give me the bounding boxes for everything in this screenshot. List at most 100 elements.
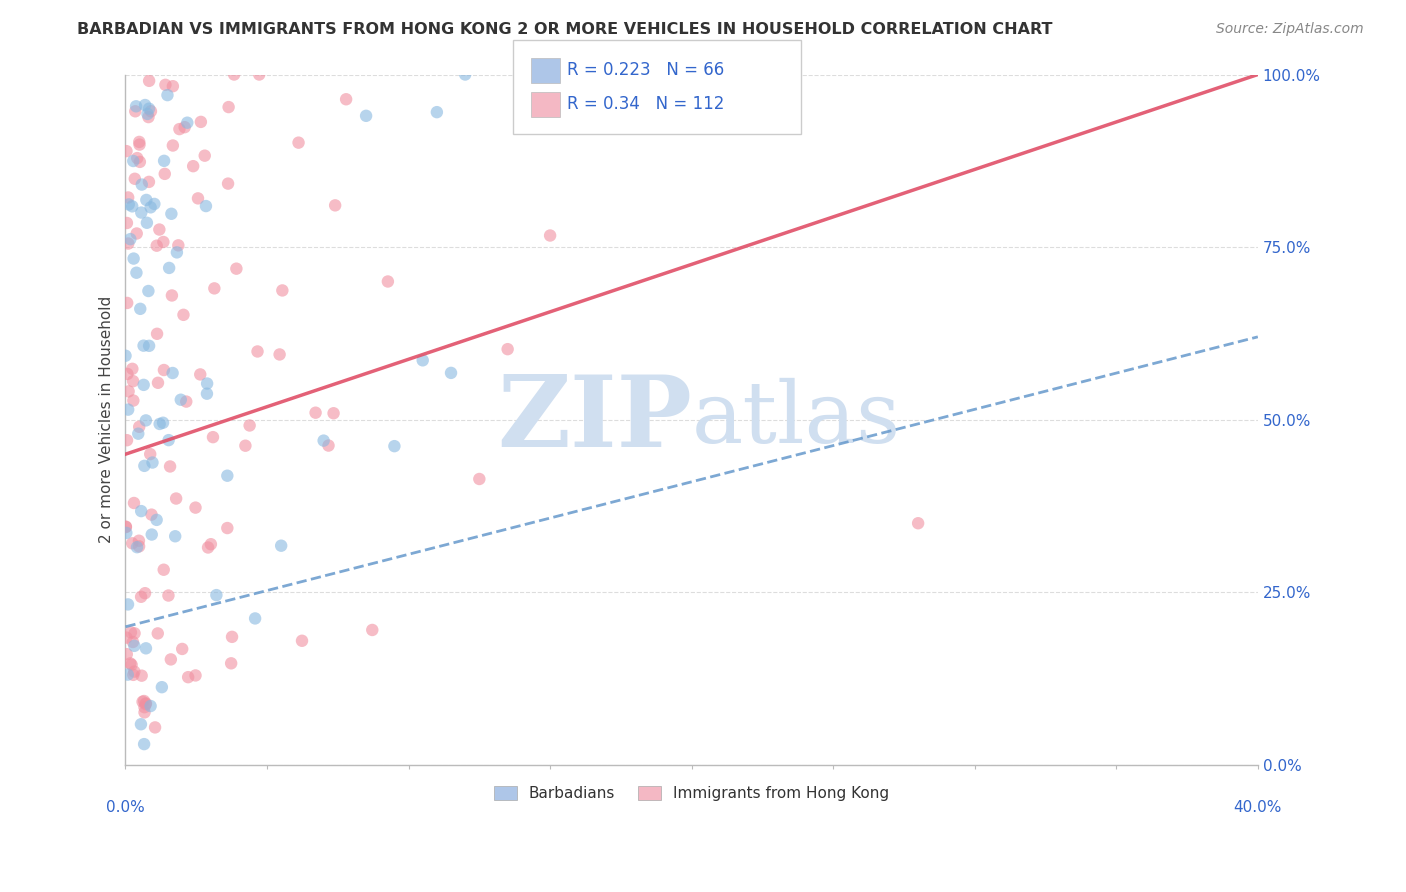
Point xyxy=(117,402,139,417)
Point xyxy=(217,177,239,191)
Point xyxy=(225,261,247,276)
Point xyxy=(138,102,160,116)
Point xyxy=(125,266,148,280)
Point xyxy=(131,178,153,192)
Point xyxy=(118,197,141,211)
Point xyxy=(166,245,188,260)
Point xyxy=(124,665,146,679)
Point xyxy=(139,447,162,461)
Point xyxy=(127,151,149,165)
Point xyxy=(129,301,152,316)
Point xyxy=(138,175,160,189)
Point xyxy=(129,590,152,604)
Point xyxy=(181,159,204,173)
Point xyxy=(454,68,477,82)
Point xyxy=(217,521,239,535)
Point xyxy=(169,122,191,136)
Point xyxy=(243,611,266,625)
Point xyxy=(115,520,138,534)
Point xyxy=(496,342,519,356)
Point xyxy=(115,647,138,661)
Point xyxy=(176,116,198,130)
Point xyxy=(136,107,159,121)
Point xyxy=(221,630,243,644)
Point xyxy=(160,288,183,302)
Point xyxy=(129,504,152,518)
Point xyxy=(117,384,139,399)
Text: ZIP: ZIP xyxy=(496,371,692,468)
Point xyxy=(129,717,152,731)
Point xyxy=(122,393,145,408)
Point xyxy=(132,339,155,353)
Point xyxy=(138,284,160,298)
Point xyxy=(125,99,148,113)
Point xyxy=(146,376,169,390)
Point xyxy=(115,631,138,645)
Point xyxy=(134,458,156,473)
Legend: Barbadians, Immigrants from Hong Kong: Barbadians, Immigrants from Hong Kong xyxy=(486,779,897,809)
Point xyxy=(134,706,156,720)
Point xyxy=(145,238,167,252)
Point xyxy=(121,199,143,213)
Point xyxy=(153,153,176,168)
Point xyxy=(538,228,561,243)
Point xyxy=(122,668,145,682)
Text: 40.0%: 40.0% xyxy=(1233,799,1282,814)
Point xyxy=(323,198,346,212)
Point xyxy=(217,468,239,483)
Point xyxy=(201,430,224,444)
Point xyxy=(153,363,176,377)
Point xyxy=(129,205,152,219)
Point xyxy=(138,110,160,124)
Point xyxy=(138,339,160,353)
Point xyxy=(128,154,150,169)
Point xyxy=(117,667,139,681)
Point xyxy=(172,642,194,657)
Point xyxy=(125,227,148,241)
Point xyxy=(134,98,156,112)
Point xyxy=(335,92,357,106)
Point xyxy=(318,439,340,453)
Point xyxy=(291,633,314,648)
Point xyxy=(384,439,406,453)
Point xyxy=(247,68,270,82)
Point xyxy=(165,491,187,506)
Point xyxy=(131,668,153,682)
Text: 0.0%: 0.0% xyxy=(105,799,145,814)
Point xyxy=(122,635,145,649)
Point xyxy=(115,433,138,447)
Point xyxy=(188,368,211,382)
Point xyxy=(141,456,163,470)
Point xyxy=(157,260,180,275)
Point xyxy=(224,68,246,82)
Point xyxy=(143,720,166,734)
Point xyxy=(205,588,228,602)
Point xyxy=(135,697,157,711)
Point xyxy=(246,344,269,359)
Point xyxy=(322,406,344,420)
Point xyxy=(197,541,219,555)
Point xyxy=(125,540,148,554)
Point xyxy=(124,626,146,640)
Point xyxy=(115,525,138,540)
Point xyxy=(122,153,145,168)
Point xyxy=(148,222,170,236)
Point xyxy=(426,105,449,120)
Point xyxy=(184,668,207,682)
Point xyxy=(135,641,157,656)
Point xyxy=(128,540,150,554)
Point xyxy=(128,419,150,434)
Point xyxy=(135,216,157,230)
Point xyxy=(135,193,157,207)
Point xyxy=(162,138,184,153)
Point xyxy=(152,563,174,577)
Point xyxy=(184,500,207,515)
Point xyxy=(134,586,156,600)
Point xyxy=(157,589,180,603)
Point xyxy=(218,100,240,114)
Point xyxy=(135,413,157,427)
Point xyxy=(510,68,533,82)
Point xyxy=(138,74,160,88)
Point xyxy=(128,533,150,548)
Point xyxy=(155,78,177,92)
